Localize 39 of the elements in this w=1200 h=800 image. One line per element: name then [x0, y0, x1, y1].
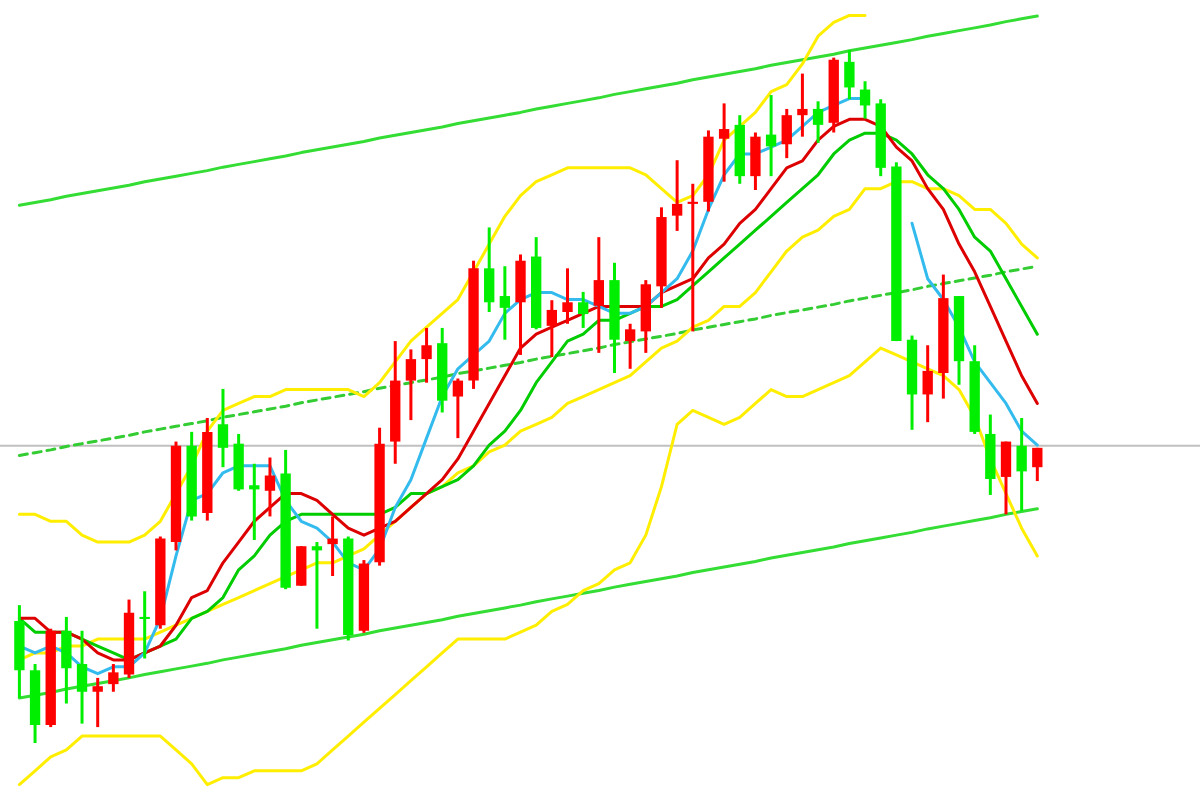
candlestick: [452, 377, 464, 440]
candlestick: [296, 544, 307, 588]
candlestick: [108, 662, 119, 694]
candlestick: [687, 182, 698, 333]
candlestick: [593, 235, 604, 355]
candlestick: [515, 252, 526, 357]
candlestick: [1000, 440, 1012, 516]
candlestick: [718, 101, 730, 184]
candlestick: [484, 225, 495, 314]
candlestick: [562, 266, 573, 326]
candlestick: [139, 589, 150, 660]
candlestick: [844, 48, 855, 101]
candlestick: [217, 387, 229, 469]
candlestick: [922, 343, 933, 424]
candlestick: [577, 290, 589, 330]
candlestick: [859, 79, 871, 121]
candlestick: [249, 462, 260, 542]
candlestick: [546, 298, 558, 359]
candlestick: [750, 131, 761, 192]
candlestick: [1016, 416, 1027, 513]
candlestick: [812, 99, 824, 145]
candlestick: [233, 432, 244, 493]
candlestick: [327, 514, 338, 578]
candlestick: [264, 456, 276, 518]
candlestick: [1032, 446, 1043, 483]
candlestick: [797, 72, 808, 139]
candlestick: [671, 158, 683, 233]
candlestick: [499, 264, 511, 342]
candlestick: [421, 326, 432, 385]
candlestick: [92, 676, 103, 729]
candlestick: [311, 540, 323, 631]
candlestick: [781, 107, 792, 160]
candlestick: [765, 93, 777, 178]
candlestick: [76, 629, 88, 726]
candlestick: [640, 278, 651, 355]
candlestick: [405, 347, 417, 422]
candlestick: [624, 322, 636, 371]
candlestick: [985, 413, 996, 497]
candlestick: [61, 615, 72, 706]
